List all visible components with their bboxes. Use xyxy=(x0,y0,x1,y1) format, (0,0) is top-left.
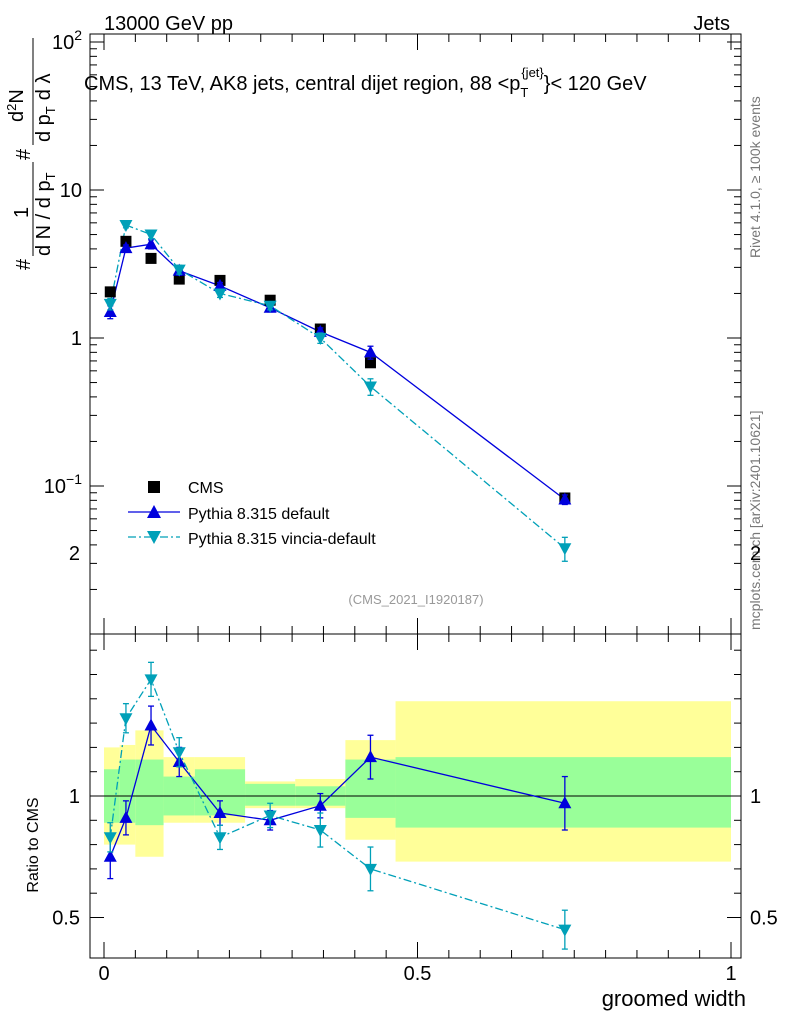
cms-data-point xyxy=(104,286,116,298)
ratio-vincia-point xyxy=(558,924,572,937)
ratio-vincia-point xyxy=(172,747,186,760)
legend: CMS Pythia 8.315 default Pythia 8.315 vi… xyxy=(128,480,376,548)
ylabel-d2n: d2N xyxy=(4,89,28,122)
ratio-vincia-point xyxy=(213,832,227,845)
default-data-point xyxy=(213,278,227,291)
main-y-axis-label: # 1 d N / d pT # d2N d pTd λ xyxy=(4,38,58,270)
default-data-point xyxy=(119,241,133,254)
ratio-vincia-point xyxy=(103,832,117,845)
legend-marker-default xyxy=(147,505,161,518)
legend-label-default: Pythia 8.315 default xyxy=(188,506,330,523)
ylabel-dpt-dl: d pTd λ xyxy=(33,74,58,142)
main-y-tick-label: 10 xyxy=(60,180,82,202)
rivet-version-label: Rivet 4.1.0, ≥ 100k events xyxy=(747,96,763,258)
syst-band-inner xyxy=(245,783,296,806)
ratio-default-point xyxy=(213,806,227,819)
cms-data-point xyxy=(364,357,376,369)
vincia-data-point xyxy=(363,381,377,394)
ratio-default-point xyxy=(313,798,327,811)
ratio-vincia-point xyxy=(313,825,327,838)
x-tick-label: 0.5 xyxy=(404,963,432,985)
vincia-data-point xyxy=(313,333,327,345)
ratio-default-point xyxy=(558,796,572,809)
ratio-y-axis-label: Ratio to CMS xyxy=(25,797,42,892)
main-plot-panel: 10−1 1 10 102 xyxy=(44,27,742,635)
header-energy-label: 13000 GeV pp xyxy=(104,13,233,35)
ylabel-dn: d N / d pT xyxy=(33,172,58,256)
default-data-point xyxy=(363,345,377,358)
legend-marker-cms xyxy=(148,481,160,493)
cms-data-point xyxy=(264,294,276,306)
ylabel-hash1: # xyxy=(13,258,35,270)
ratio-vincia-point xyxy=(119,713,133,726)
main-y-tick-label: 1 xyxy=(71,328,82,350)
default-data-point xyxy=(103,304,117,317)
ylabel-one: 1 xyxy=(11,207,33,218)
ratio-plot-panel: 0.5 0.5 1 1 2 2 0 0.5 1 xyxy=(52,543,778,985)
main-y-tick-label: 10−1 xyxy=(44,471,82,498)
plot-title-sub: T xyxy=(520,85,528,100)
syst-band-inner xyxy=(135,759,164,826)
ratio-y-tick-label-right: 2 xyxy=(750,543,761,565)
legend-label-vincia: Pythia 8.315 vincia-default xyxy=(188,531,376,548)
ratio-y-tick-label: 1 xyxy=(69,786,80,808)
mcplots-source-label: mcplots.cern.ch [arXiv:2401.10621] xyxy=(747,411,763,630)
ratio-vincia-point xyxy=(144,674,158,687)
plot-title-main: CMS, 13 TeV, AK8 jets, central dijet reg… xyxy=(84,73,520,95)
main-y-tick-label: 102 xyxy=(52,27,82,54)
default-data-point xyxy=(144,237,158,250)
plot-title: CMS, 13 TeV, AK8 jets, central dijet reg… xyxy=(84,65,647,100)
cms-data-point xyxy=(173,273,185,285)
default-data-point xyxy=(558,492,572,505)
x-tick-label: 1 xyxy=(725,963,736,985)
ratio-default-point xyxy=(363,750,377,763)
ratio-default-point xyxy=(119,810,133,823)
ratio-y-tick-label-right: 1 xyxy=(750,786,761,808)
vincia-data-point xyxy=(119,220,133,233)
ylabel-hash2: # xyxy=(13,148,35,160)
plot-title-sup: {jet} xyxy=(521,65,544,80)
vincia-data-point xyxy=(263,300,277,313)
ratio-vincia-point xyxy=(263,810,277,823)
x-tick-label: 0 xyxy=(98,963,109,985)
vincia-data-point xyxy=(213,288,227,301)
cms-data-point xyxy=(145,252,157,264)
syst-band-inner xyxy=(119,759,136,823)
legend-label-cms: CMS xyxy=(188,480,224,497)
ratio-vincia-point xyxy=(363,863,377,876)
vincia-data-point xyxy=(103,298,117,311)
vincia-data-point xyxy=(172,264,186,277)
x-axis-label: groomed width xyxy=(602,986,746,1011)
vincia-data-point xyxy=(558,543,572,556)
ratio-y-tick-label: 2 xyxy=(69,543,80,565)
legend-marker-vincia xyxy=(147,531,161,544)
analysis-id-label: (CMS_2021_I1920187) xyxy=(348,592,483,607)
ratio-y-tick-label-right: 0.5 xyxy=(750,908,778,930)
ratio-y-tick-label: 0.5 xyxy=(52,908,80,930)
vincia-data-point xyxy=(144,229,158,242)
ratio-default-point xyxy=(103,849,117,862)
ratio-default-point xyxy=(144,718,158,731)
plot-title-tail: }< 120 GeV xyxy=(544,73,648,95)
header-jets-label: Jets xyxy=(693,13,730,35)
syst-band-inner xyxy=(395,757,731,828)
